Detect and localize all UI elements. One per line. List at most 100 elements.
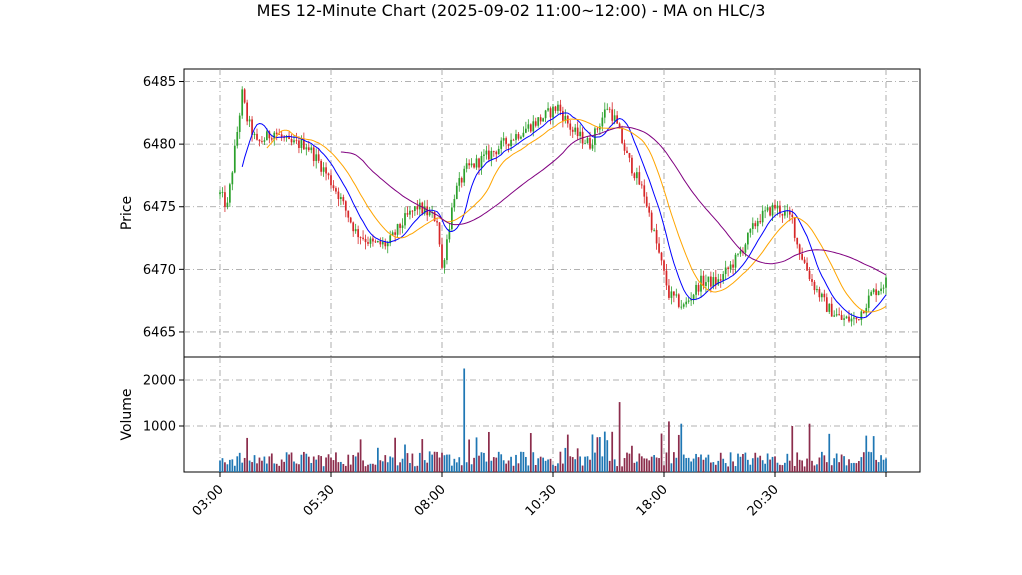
candle-body	[290, 139, 293, 143]
volume-tick-label: 2000	[143, 374, 176, 389]
candle-body	[502, 138, 505, 141]
volume-bar	[816, 464, 818, 472]
candle-body	[522, 132, 525, 137]
volume-bar	[640, 456, 643, 472]
candle-body	[675, 294, 678, 296]
volume-bar	[416, 465, 419, 472]
volume-bar	[811, 460, 813, 472]
volume-bar	[490, 460, 493, 472]
volume-bar	[342, 463, 345, 472]
candle-body	[246, 102, 248, 122]
volume-bar	[310, 463, 313, 472]
volume-bar	[401, 458, 404, 472]
price-tick-label: 6470	[143, 263, 176, 278]
volume-bar	[877, 462, 880, 472]
volume-bar	[818, 457, 821, 472]
candle-body	[525, 128, 527, 133]
candle-body	[830, 303, 833, 317]
volume-bar	[853, 462, 855, 472]
volume-bar	[781, 465, 784, 472]
volume-bar	[367, 464, 369, 472]
candle-body	[776, 205, 779, 209]
volume-bar	[224, 462, 226, 472]
volume-bar	[500, 454, 503, 472]
candle-body	[631, 157, 633, 174]
candle-body	[872, 289, 875, 293]
volume-bar	[534, 464, 537, 472]
volume-bar	[737, 453, 739, 472]
x-tick-label: 03:00	[190, 482, 227, 519]
candle-body	[803, 259, 806, 263]
volume-bar	[576, 448, 579, 472]
candle-body	[406, 213, 409, 215]
candle-body	[818, 289, 821, 298]
candle-body	[275, 132, 278, 134]
candle-body	[288, 136, 290, 140]
candle-body	[860, 311, 863, 320]
volume-bar	[372, 463, 374, 472]
candle-body	[322, 167, 325, 172]
volume-bar	[229, 459, 231, 472]
volume-bar	[544, 460, 547, 472]
volume-bar	[404, 444, 406, 472]
volume-bar	[833, 458, 836, 472]
volume-bar	[882, 459, 885, 472]
volume-bar	[611, 431, 614, 472]
candle-body	[751, 223, 754, 229]
volume-bar	[446, 454, 448, 472]
volume-bar	[391, 457, 394, 472]
volume-bar	[621, 466, 623, 472]
candle-body	[769, 207, 771, 216]
volume-bar	[532, 452, 535, 472]
candle-body	[534, 121, 537, 126]
volume-bar	[340, 461, 342, 472]
volume-bar	[650, 456, 653, 472]
volume-bar	[788, 460, 791, 472]
volume-bar	[796, 452, 799, 472]
volume-bar	[354, 456, 357, 472]
candle-body	[497, 148, 500, 155]
candle-body	[468, 163, 470, 166]
candle-body	[221, 192, 224, 193]
candle-body	[488, 150, 490, 160]
volume-bar	[542, 457, 544, 472]
volume-bar	[478, 455, 480, 472]
volume-bar	[233, 465, 236, 472]
moving-average-line	[266, 118, 887, 313]
candle-body	[507, 143, 510, 147]
volume-bar	[581, 465, 584, 472]
candle-body	[298, 140, 300, 149]
volume-bar	[221, 458, 224, 472]
candle-body	[238, 115, 241, 132]
volume-bar	[300, 454, 303, 472]
candle-body	[278, 133, 281, 135]
volume-bar	[719, 452, 722, 472]
volume-bar	[596, 437, 599, 472]
candle-body	[374, 241, 377, 243]
candle-body	[727, 267, 729, 270]
volume-bar	[386, 462, 389, 472]
candle-body	[594, 128, 596, 145]
candle-body	[589, 138, 591, 149]
volume-bar	[330, 457, 332, 472]
candle-body	[791, 214, 794, 217]
volume-bar	[428, 451, 431, 472]
candle-body	[840, 314, 843, 320]
volume-bar	[707, 454, 710, 472]
volume-bar	[431, 454, 433, 472]
candle-body	[571, 129, 574, 132]
candle-body	[633, 173, 636, 179]
volume-bar	[307, 456, 310, 472]
volume-bar	[813, 465, 816, 472]
candle-body	[660, 252, 663, 261]
volume-bar	[441, 452, 443, 472]
volume-bar	[547, 459, 549, 472]
volume-bar	[717, 460, 720, 472]
candle-body	[377, 240, 379, 243]
volume-bar	[492, 457, 495, 472]
candle-body	[764, 210, 766, 212]
volume-bar	[680, 423, 683, 472]
volume-bar	[828, 433, 831, 472]
chart-title: MES 12-Minute Chart (2025-09-02 11:00~12…	[256, 1, 766, 20]
volume-bar	[825, 462, 828, 472]
